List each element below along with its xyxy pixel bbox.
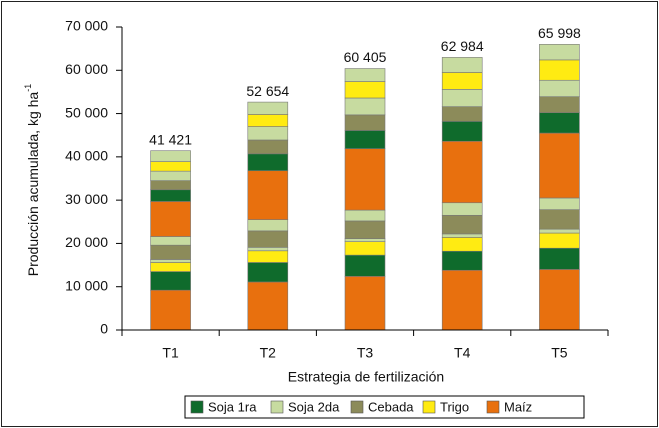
x-tick-label: T3 xyxy=(357,345,374,361)
y-tick-label: 70 000 xyxy=(65,18,108,34)
bar-segment xyxy=(150,271,191,291)
bar-segment xyxy=(344,241,386,256)
legend-label: Trigo xyxy=(440,399,469,414)
bar-segment xyxy=(344,68,386,82)
bar-segment xyxy=(539,197,580,210)
bar-segment xyxy=(441,72,483,90)
bar-segment xyxy=(441,121,483,142)
total-label: 65 998 xyxy=(538,25,581,41)
bar-segment xyxy=(150,180,191,191)
legend-box xyxy=(184,395,585,419)
legend-swatch xyxy=(422,400,436,414)
legend-swatch xyxy=(190,400,204,414)
bar-segment xyxy=(344,148,386,211)
bar-segment xyxy=(441,140,483,204)
legend-label: Maíz xyxy=(504,399,532,414)
total-label: 62 984 xyxy=(441,38,484,54)
bar-segment xyxy=(150,170,191,181)
bar-segment xyxy=(539,79,580,97)
bar-segment xyxy=(247,153,289,172)
bar-segment xyxy=(150,189,191,202)
total-label: 52 654 xyxy=(246,83,289,99)
bar-segment xyxy=(344,209,386,222)
y-tick-label: 30 000 xyxy=(65,191,108,207)
bar-segment xyxy=(247,250,289,263)
y-tick-label: 10 000 xyxy=(65,277,108,293)
bar-segment xyxy=(247,101,289,115)
bar-segment xyxy=(441,89,483,107)
bar-segment xyxy=(539,232,580,249)
bar-segment xyxy=(150,150,191,162)
bar-segment xyxy=(344,81,386,99)
bar-segment xyxy=(247,139,289,155)
bar-segment xyxy=(441,202,483,216)
legend-label: Cebada xyxy=(368,399,414,414)
bar-segment xyxy=(247,230,289,248)
legend-label: Soja 2da xyxy=(288,399,340,414)
bar-segment xyxy=(539,228,580,234)
x-tick-label: T5 xyxy=(551,345,568,361)
bar-segment xyxy=(247,126,289,141)
legend-label: Soja 1ra xyxy=(208,399,257,414)
y-axis-title-text: Producción acumulada, kg ha xyxy=(25,92,41,277)
bar-segment xyxy=(441,57,483,73)
bar-segment xyxy=(150,289,191,331)
bar-segment xyxy=(344,130,386,149)
y-axis-title-sup: -1 xyxy=(23,84,33,92)
y-tick-label: 20 000 xyxy=(65,234,108,250)
bar-segment xyxy=(344,276,386,331)
bar-segment xyxy=(247,219,289,232)
bar-segment xyxy=(344,238,386,242)
x-tick-label: T4 xyxy=(454,345,471,361)
bar-segment xyxy=(344,220,386,239)
bar-segment xyxy=(247,170,289,220)
bar-segment xyxy=(539,269,580,331)
bar-segment xyxy=(539,247,580,270)
bar-segment xyxy=(344,97,386,116)
bar-segment xyxy=(539,44,580,61)
bar-segment xyxy=(344,254,386,277)
y-tick-label: 0 xyxy=(100,321,108,337)
bar-segment xyxy=(539,96,580,114)
x-tick-label: T1 xyxy=(162,345,179,361)
y-tick-label: 40 000 xyxy=(65,148,108,164)
total-label: 60 405 xyxy=(344,49,387,65)
bar-segment xyxy=(441,250,483,271)
bar-segment xyxy=(539,112,580,134)
bar-segment xyxy=(150,262,191,272)
legend-swatch xyxy=(270,400,284,414)
legend-swatch xyxy=(350,400,364,414)
bar-segment xyxy=(247,281,289,331)
y-axis-title: Producción acumulada, kg ha-1 xyxy=(23,84,40,276)
total-label: 41 421 xyxy=(149,131,192,147)
bar-segment xyxy=(247,247,289,252)
bar-segment xyxy=(539,59,580,81)
bar-segment xyxy=(344,114,386,131)
bar-segment xyxy=(247,114,289,127)
bar-segment xyxy=(150,236,191,246)
y-tick-label: 50 000 xyxy=(65,104,108,120)
x-axis-title: Estrategia de fertilización xyxy=(288,369,444,385)
bar-segment xyxy=(150,161,191,172)
bar-segment xyxy=(150,244,191,260)
x-tick-label: T2 xyxy=(260,345,277,361)
bar-segment xyxy=(441,214,483,235)
bar-segment xyxy=(150,201,191,237)
legend-swatch xyxy=(486,400,500,414)
bar-segment xyxy=(247,262,289,283)
bar-segment xyxy=(539,209,580,230)
y-tick-label: 60 000 xyxy=(65,61,108,77)
bar-segment xyxy=(150,259,191,263)
bar-segment xyxy=(441,106,483,122)
bar-segment xyxy=(539,132,580,199)
bar-segment xyxy=(441,233,483,238)
bar-segment xyxy=(441,237,483,252)
bar-segment xyxy=(441,269,483,331)
